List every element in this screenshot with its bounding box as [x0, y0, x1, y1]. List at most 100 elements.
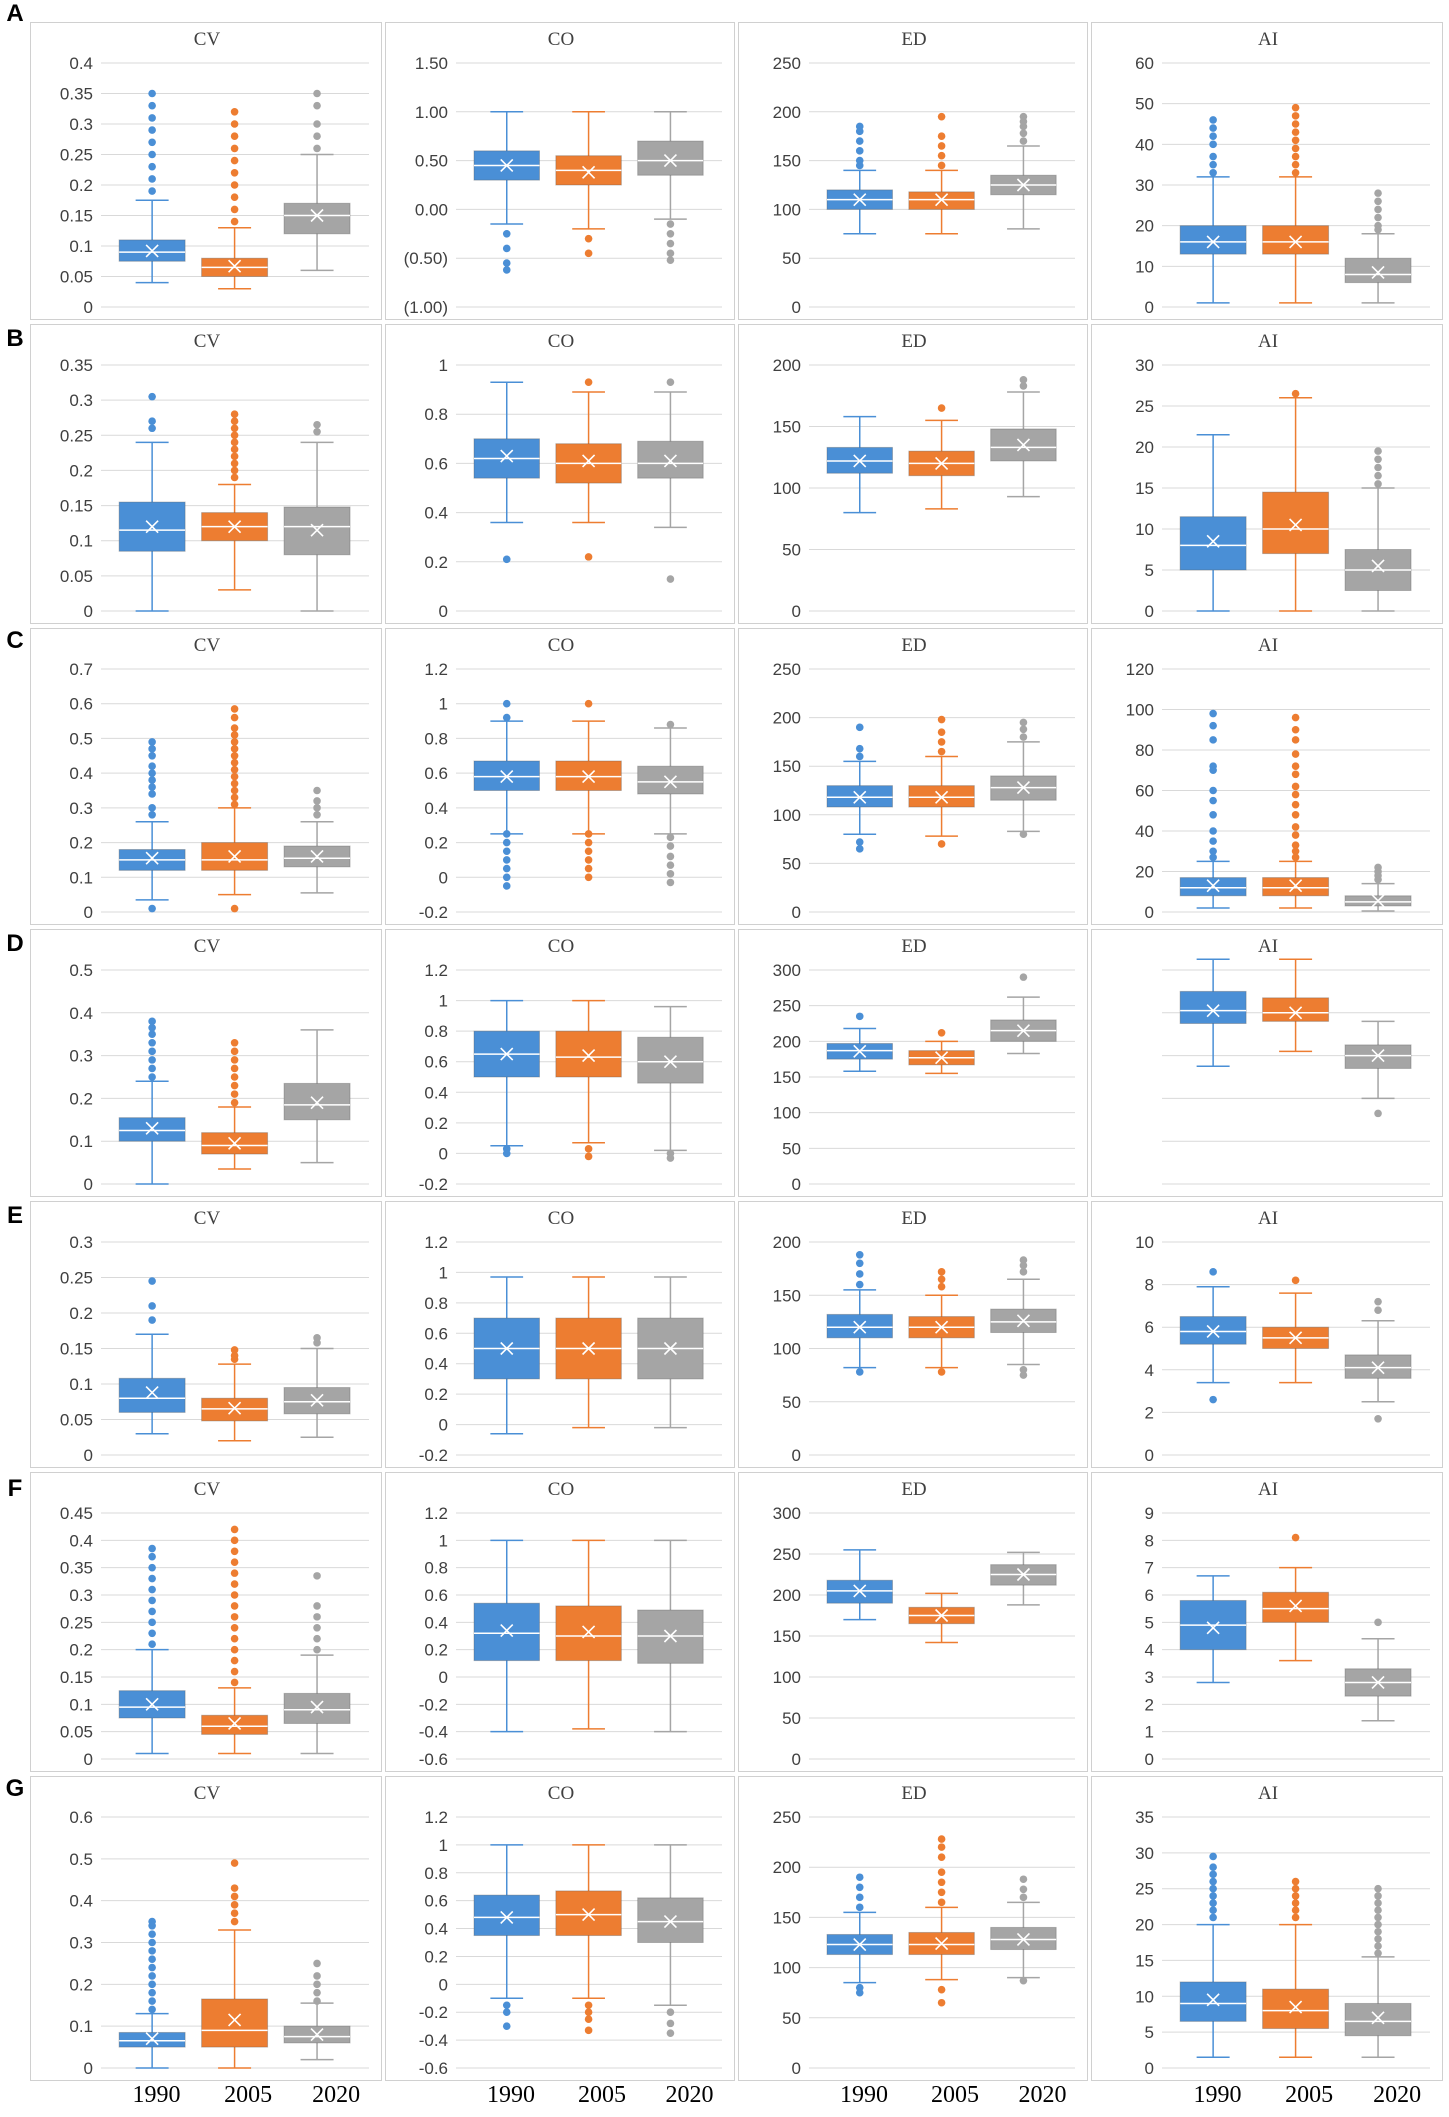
outlier-point: [502, 847, 511, 856]
outlier-point: [1374, 1306, 1382, 1314]
box-1990: [118, 1544, 186, 1755]
chart-title: CV: [194, 1208, 221, 1229]
outlier-point: [584, 1145, 593, 1153]
outlier-point: [230, 466, 239, 475]
outlier-point: [1374, 1942, 1382, 1950]
outlier-point: [1374, 455, 1382, 464]
y-tick-label: 0: [439, 1416, 448, 1435]
y-tick-label: 200: [773, 1233, 801, 1252]
outlier-point: [1291, 169, 1300, 177]
outlier-point: [584, 2015, 593, 2023]
chart-title: CV: [194, 29, 221, 50]
outlier-point: [1374, 1884, 1382, 1893]
box-2020: [990, 112, 1057, 230]
y-tick-label: 7: [1145, 1559, 1154, 1578]
y-tick-label: 1: [439, 992, 448, 1011]
y-tick-label: 0: [792, 602, 801, 621]
mean-marker: [1289, 235, 1303, 249]
outlier-point: [502, 838, 511, 847]
outlier-point: [855, 1893, 864, 1902]
y-tick-label: 5: [1145, 561, 1154, 580]
outlier-point: [148, 1585, 156, 1594]
chart-title: AI: [1258, 1479, 1278, 1500]
chart-title: ED: [901, 29, 926, 50]
outlier-point: [230, 751, 239, 760]
mean-marker: [1371, 559, 1385, 573]
mean-marker: [500, 158, 514, 173]
outlier-point: [1019, 1261, 1028, 1270]
outlier-point: [584, 2026, 593, 2035]
y-tick-label: 1: [439, 1836, 448, 1855]
outlier-point: [666, 861, 675, 869]
outlier-point: [1291, 782, 1300, 791]
outlier-point: [666, 833, 675, 842]
outlier-point: [937, 1268, 946, 1276]
box-1990: [826, 1549, 893, 1621]
chart-a-ai: AI 0 10 20 30 40 50 60: [1091, 22, 1443, 320]
outlier-point: [1374, 197, 1382, 206]
outlier-point: [584, 838, 593, 847]
y-tick-label: 5: [1145, 2023, 1154, 2042]
mean-marker: [663, 454, 678, 468]
outlier-point: [1291, 725, 1300, 734]
outlier-point: [148, 1963, 156, 1972]
outlier-point: [1374, 1892, 1382, 1900]
outlier-point: [1019, 1256, 1028, 1264]
y-tick-label: 0.2: [424, 1385, 448, 1404]
outlier-point: [1374, 1920, 1382, 1929]
outlier-point: [230, 1569, 239, 1577]
outlier-point: [937, 1868, 946, 1877]
box-2020: [1344, 1020, 1412, 1118]
chart-b-cv: CV 0 0.05 0.1 0.15 0.2 0.25 0.3 0.35: [30, 324, 382, 624]
outlier-point: [1019, 1875, 1028, 1884]
y-tick-label: 25: [1135, 1880, 1154, 1899]
outlier-point: [937, 161, 946, 170]
outlier-point: [937, 1898, 946, 1907]
mean-marker: [145, 1121, 159, 1135]
y-tick-label: 0.8: [424, 1864, 448, 1883]
mean-marker: [935, 1051, 949, 1065]
outlier-point: [148, 1302, 156, 1310]
outlier-point: [1019, 1268, 1028, 1276]
mean-marker: [145, 520, 159, 534]
box-2005: [908, 404, 975, 510]
y-tick-label: (1.00): [404, 298, 448, 317]
outlier-point: [666, 220, 675, 228]
y-tick-label: 0: [84, 602, 93, 621]
outlier-point: [502, 259, 511, 267]
box-2005: [1262, 1533, 1330, 1662]
chart-title: ED: [901, 1479, 926, 1500]
outlier-point: [230, 132, 239, 140]
box-2005: [555, 111, 622, 258]
x-axis-label-2005: 2005: [224, 2082, 273, 2108]
box-2020: [637, 720, 704, 887]
y-tick-label: 0.1: [69, 2017, 93, 2036]
outlier-point: [937, 1835, 946, 1843]
y-tick-label: 1: [439, 695, 448, 714]
outlier-point: [1209, 132, 1217, 140]
row-label-c: C: [6, 627, 24, 654]
outlier-point: [1291, 847, 1300, 856]
box-2020: [283, 420, 351, 612]
chart-title: AI: [1258, 331, 1278, 352]
outlier-point: [230, 417, 239, 426]
outlier-point: [666, 2008, 675, 2017]
y-tick-label: 0.3: [69, 1233, 93, 1252]
y-tick-label: 0: [792, 1750, 801, 1769]
outlier-point: [230, 1678, 239, 1687]
y-tick-label: 0: [1145, 2059, 1154, 2078]
outlier-point: [584, 378, 593, 387]
iqr-box: [1179, 990, 1247, 1024]
outlier-point: [230, 1901, 239, 1909]
mean-marker: [310, 2027, 324, 2042]
outlier-point: [230, 1859, 239, 1867]
outlier-point: [230, 1624, 239, 1632]
outlier-point: [230, 758, 239, 767]
chart-d-cv: CV 0 0.1 0.2 0.3 0.4 0.5: [30, 929, 382, 1197]
iqr-box: [283, 1692, 351, 1724]
mean-marker: [582, 1341, 596, 1356]
outlier-point: [1291, 160, 1300, 169]
mean-marker: [500, 1623, 514, 1638]
outlier-point: [148, 776, 156, 784]
outlier-point: [313, 427, 321, 436]
